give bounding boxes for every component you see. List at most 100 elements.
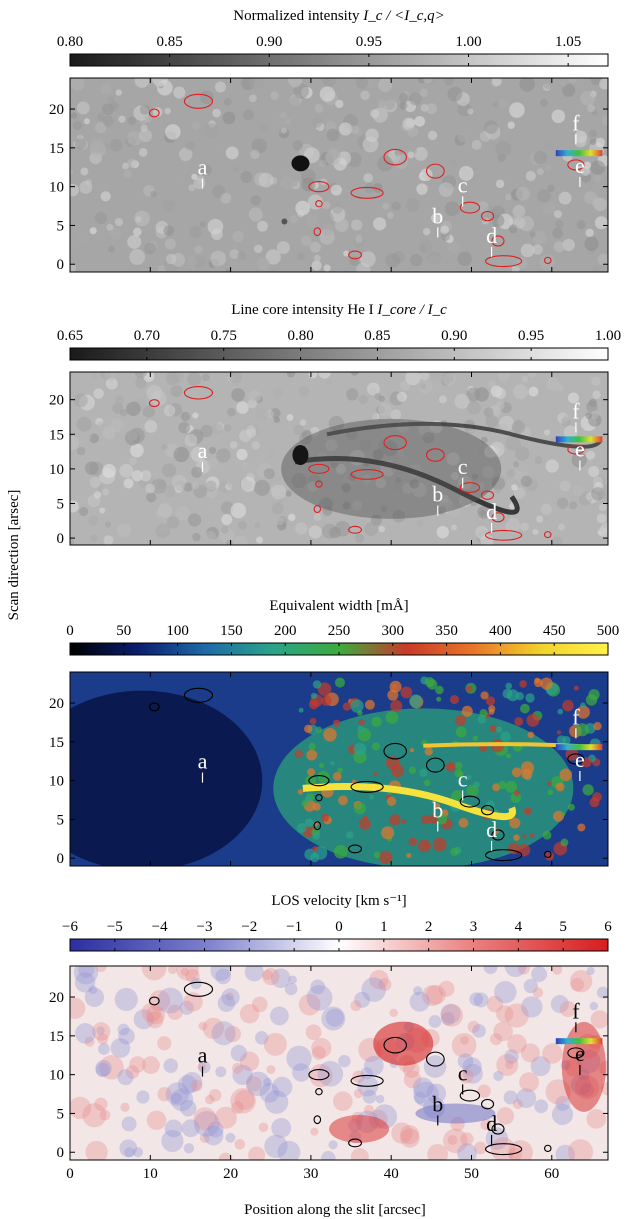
region-label-f: f [572,110,580,135]
region-label-d: d [486,223,497,248]
y-tick-label: 5 [57,496,65,512]
colorbar-tick-label: 3 [470,919,478,935]
region-label-b: b [432,1091,443,1116]
contour [148,996,160,1006]
region-label-a: a [198,438,208,463]
contour [484,1143,523,1156]
contour [348,844,363,854]
pore [281,218,288,225]
contour [567,159,585,171]
filament [294,456,520,515]
y-tick-label: 10 [49,180,64,196]
y-tick-label: 15 [49,141,64,157]
colorbar-tick-label: 50 [116,623,131,639]
contour [425,163,445,179]
colorbar-tick-label: −2 [241,919,257,935]
colorbar-tick-label: 5 [559,919,567,935]
contour [348,525,363,534]
colorbar-tick-label: 6 [604,919,612,935]
contour [480,210,495,222]
contour [459,1089,481,1102]
contour [567,1047,585,1059]
panel-continuum: Normalized intensity I_c / <I_c,q> 0.80 0.… [49,8,609,273]
contour [480,1098,495,1110]
colorbar-tick-label: 100 [166,623,189,639]
colorbar-tick-label: 1.05 [555,34,581,50]
contour [484,255,523,268]
contour [544,256,552,265]
pore [292,445,309,466]
contour [491,829,505,841]
contour [480,804,495,816]
map-texture [70,676,602,866]
colorbar-tick-label: 2 [425,919,433,935]
colorbar-tick-label: −3 [197,919,213,935]
colorbar-tick-label: 500 [597,623,620,639]
contour [350,1074,384,1087]
colorbar-tick-label: 0.80 [57,34,83,50]
panel-he-core: Line core intensity He I I_core / I_c 0.6… [49,302,621,547]
contour [313,1115,322,1125]
colorbar-tick-label: 0.85 [157,34,183,50]
colorbar-tick-label: 350 [435,623,458,639]
colorbar-tick-label: 0 [335,919,343,935]
map-frame [69,965,609,1161]
contour [350,186,384,199]
contour [183,385,214,400]
region-label-f: f [572,398,580,423]
contour [348,250,363,260]
colorbar-tick-label: 300 [382,623,405,639]
colorbar-tick-label: −6 [62,919,78,935]
region-label-f: f [572,998,580,1023]
contour [459,201,481,214]
x-tick-label: 0 [66,1166,74,1182]
contour [148,108,160,118]
y-tick-label: 10 [49,462,64,478]
contour [183,687,214,703]
colorbar-tick-label: 0.65 [57,328,83,344]
contour [308,181,330,193]
contour [315,1088,323,1096]
y-tick-label: 0 [57,851,65,867]
y-tick-label: 5 [57,1106,65,1122]
colorbar-tick-label: 0.80 [287,328,313,344]
region-label-c: c [458,454,468,479]
colorbar-tick-label: 0.75 [211,328,237,344]
contour [308,1069,330,1081]
colorbar-title: Line core intensity He I I_core / I_c [231,302,447,318]
colorbar-tick-label: 0.95 [518,328,544,344]
region-label-d: d [486,817,497,842]
y-tick-label: 15 [49,1029,64,1045]
region-label-a: a [198,749,208,774]
map-texture [70,78,608,272]
colorbar-tick-label: 250 [328,623,351,639]
contour [484,849,523,862]
slit-marker [555,744,603,751]
y-tick-label: 10 [49,1068,64,1084]
colorbar-tick-label: −5 [107,919,123,935]
filament [326,421,602,449]
y-tick-label: 20 [49,393,64,409]
colorbar-tick-label: 0.70 [134,328,160,344]
contour [544,850,552,859]
colorbar-tick-label: 400 [489,623,512,639]
x-tick-label: 20 [223,1166,238,1182]
map-frame [69,371,609,546]
x-tick-label: 10 [143,1166,158,1182]
colorbar [69,53,609,67]
y-tick-label: 0 [57,1145,65,1161]
shared-ylabel: Scan direction [arsec] [6,490,22,621]
xlabel: Position along the slit [arcsec] [244,1202,426,1218]
x-tick-label: 40 [384,1166,399,1182]
contour [313,821,322,831]
region-label-d: d [486,499,497,524]
colorbar-tick-label: 4 [515,919,523,935]
y-tick-label: 10 [49,774,64,790]
panel-los-velocity: LOS velocity [km s⁻¹] −6 −5 −4 −3 −2 −1 0 1 2 3 4 5 6… [49,893,612,1182]
region-label-d: d [486,1111,497,1136]
region-label-b: b [432,797,443,822]
contour [425,1051,445,1067]
contour [348,1138,363,1148]
contour [567,753,585,765]
